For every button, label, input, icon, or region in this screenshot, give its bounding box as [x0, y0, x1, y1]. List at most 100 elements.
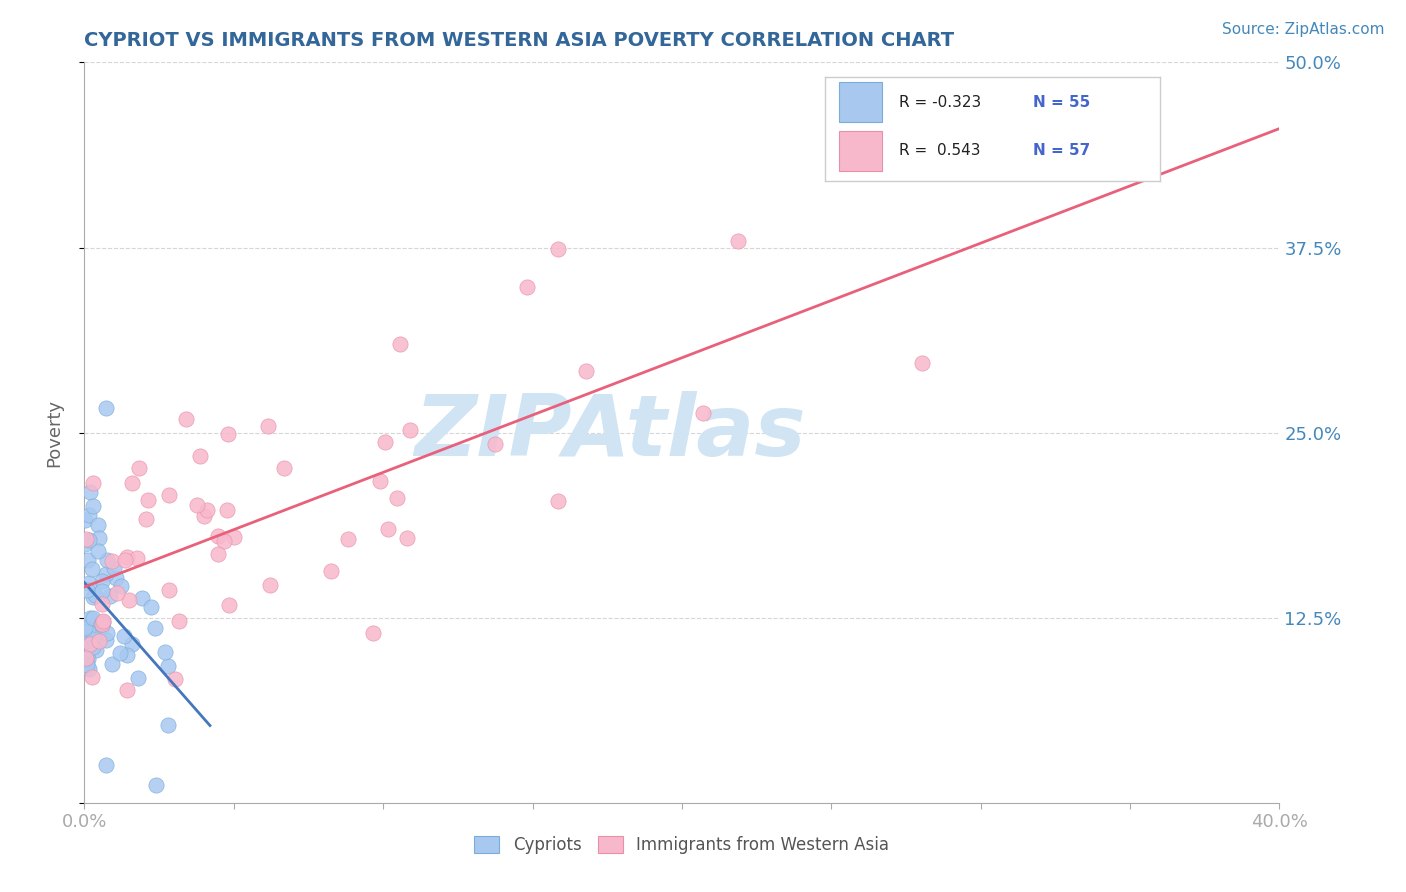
Point [75, 634, 97, 648]
Point [98, 590, 121, 604]
Point [214, 534, 236, 549]
Point [82, 632, 104, 646]
Point [115, 682, 138, 697]
FancyBboxPatch shape [839, 82, 882, 122]
Point [169, 614, 191, 628]
Point [174, 411, 197, 425]
Point [256, 419, 278, 434]
Point [207, 529, 229, 543]
Point [90, 574, 112, 588]
Point [96, 625, 118, 640]
Point [91, 598, 114, 612]
Point [368, 474, 391, 488]
Point [91, 615, 114, 629]
Point [396, 531, 419, 545]
Point [273, 461, 295, 475]
Point [207, 547, 229, 561]
Point [87, 517, 110, 532]
Point [157, 582, 180, 597]
Point [91, 614, 114, 628]
Point [76, 657, 98, 672]
Point [112, 629, 135, 643]
Point [82, 611, 104, 625]
Point [82, 590, 104, 604]
Point [516, 280, 538, 294]
Point [121, 636, 143, 650]
Point [547, 493, 569, 508]
Point [84, 643, 107, 657]
Point [125, 550, 148, 565]
Point [118, 593, 141, 607]
Point [77, 508, 100, 522]
Point [101, 657, 124, 672]
Point [336, 532, 359, 546]
Point [145, 778, 167, 792]
Point [96, 553, 118, 567]
Point [190, 449, 212, 463]
Point [145, 621, 167, 635]
Point [79, 611, 101, 625]
Point [153, 645, 176, 659]
Point [90, 583, 112, 598]
Point [105, 586, 128, 600]
Point [101, 554, 124, 568]
Point [388, 336, 411, 351]
Point [484, 437, 506, 451]
Point [319, 565, 342, 579]
Point [121, 476, 143, 491]
Text: Source: ZipAtlas.com: Source: ZipAtlas.com [1222, 22, 1385, 37]
Point [82, 640, 104, 655]
Point [547, 242, 569, 256]
Point [110, 579, 132, 593]
Point [217, 502, 239, 516]
Point [222, 530, 245, 544]
Point [141, 600, 163, 615]
Text: ZIPAtlas: ZIPAtlas [415, 391, 806, 475]
Point [94, 401, 117, 415]
Point [77, 553, 100, 567]
Point [136, 492, 159, 507]
Point [84, 588, 107, 602]
Point [75, 651, 97, 665]
Point [217, 426, 239, 441]
Text: N = 55: N = 55 [1033, 95, 1090, 110]
Point [727, 234, 749, 248]
Point [82, 499, 104, 513]
Point [96, 566, 118, 581]
Point [82, 475, 104, 490]
Point [87, 532, 110, 546]
Point [157, 658, 180, 673]
Point [77, 651, 100, 665]
Point [79, 636, 101, 650]
Point [77, 624, 100, 638]
Point [195, 502, 218, 516]
Text: N = 57: N = 57 [1033, 144, 1090, 159]
Point [108, 646, 131, 660]
Point [73, 513, 96, 527]
Point [76, 582, 98, 597]
Point [79, 485, 101, 500]
Point [399, 423, 422, 437]
Point [374, 434, 396, 449]
Point [575, 364, 598, 378]
Point [387, 491, 409, 506]
Point [163, 672, 186, 686]
Point [259, 578, 281, 592]
Point [128, 460, 150, 475]
Point [75, 622, 97, 636]
Point [115, 550, 138, 565]
Point [77, 662, 100, 676]
Point [115, 648, 138, 662]
Point [692, 406, 714, 420]
Point [96, 632, 118, 647]
Point [77, 576, 100, 591]
Point [135, 512, 157, 526]
Point [114, 553, 136, 567]
Point [94, 758, 117, 772]
Point [75, 533, 97, 547]
Point [363, 626, 385, 640]
Point [127, 671, 149, 685]
Point [910, 356, 932, 370]
Text: CYPRIOT VS IMMIGRANTS FROM WESTERN ASIA POVERTY CORRELATION CHART: CYPRIOT VS IMMIGRANTS FROM WESTERN ASIA … [84, 30, 955, 50]
Legend: Cypriots, Immigrants from Western Asia: Cypriots, Immigrants from Western Asia [468, 830, 896, 861]
